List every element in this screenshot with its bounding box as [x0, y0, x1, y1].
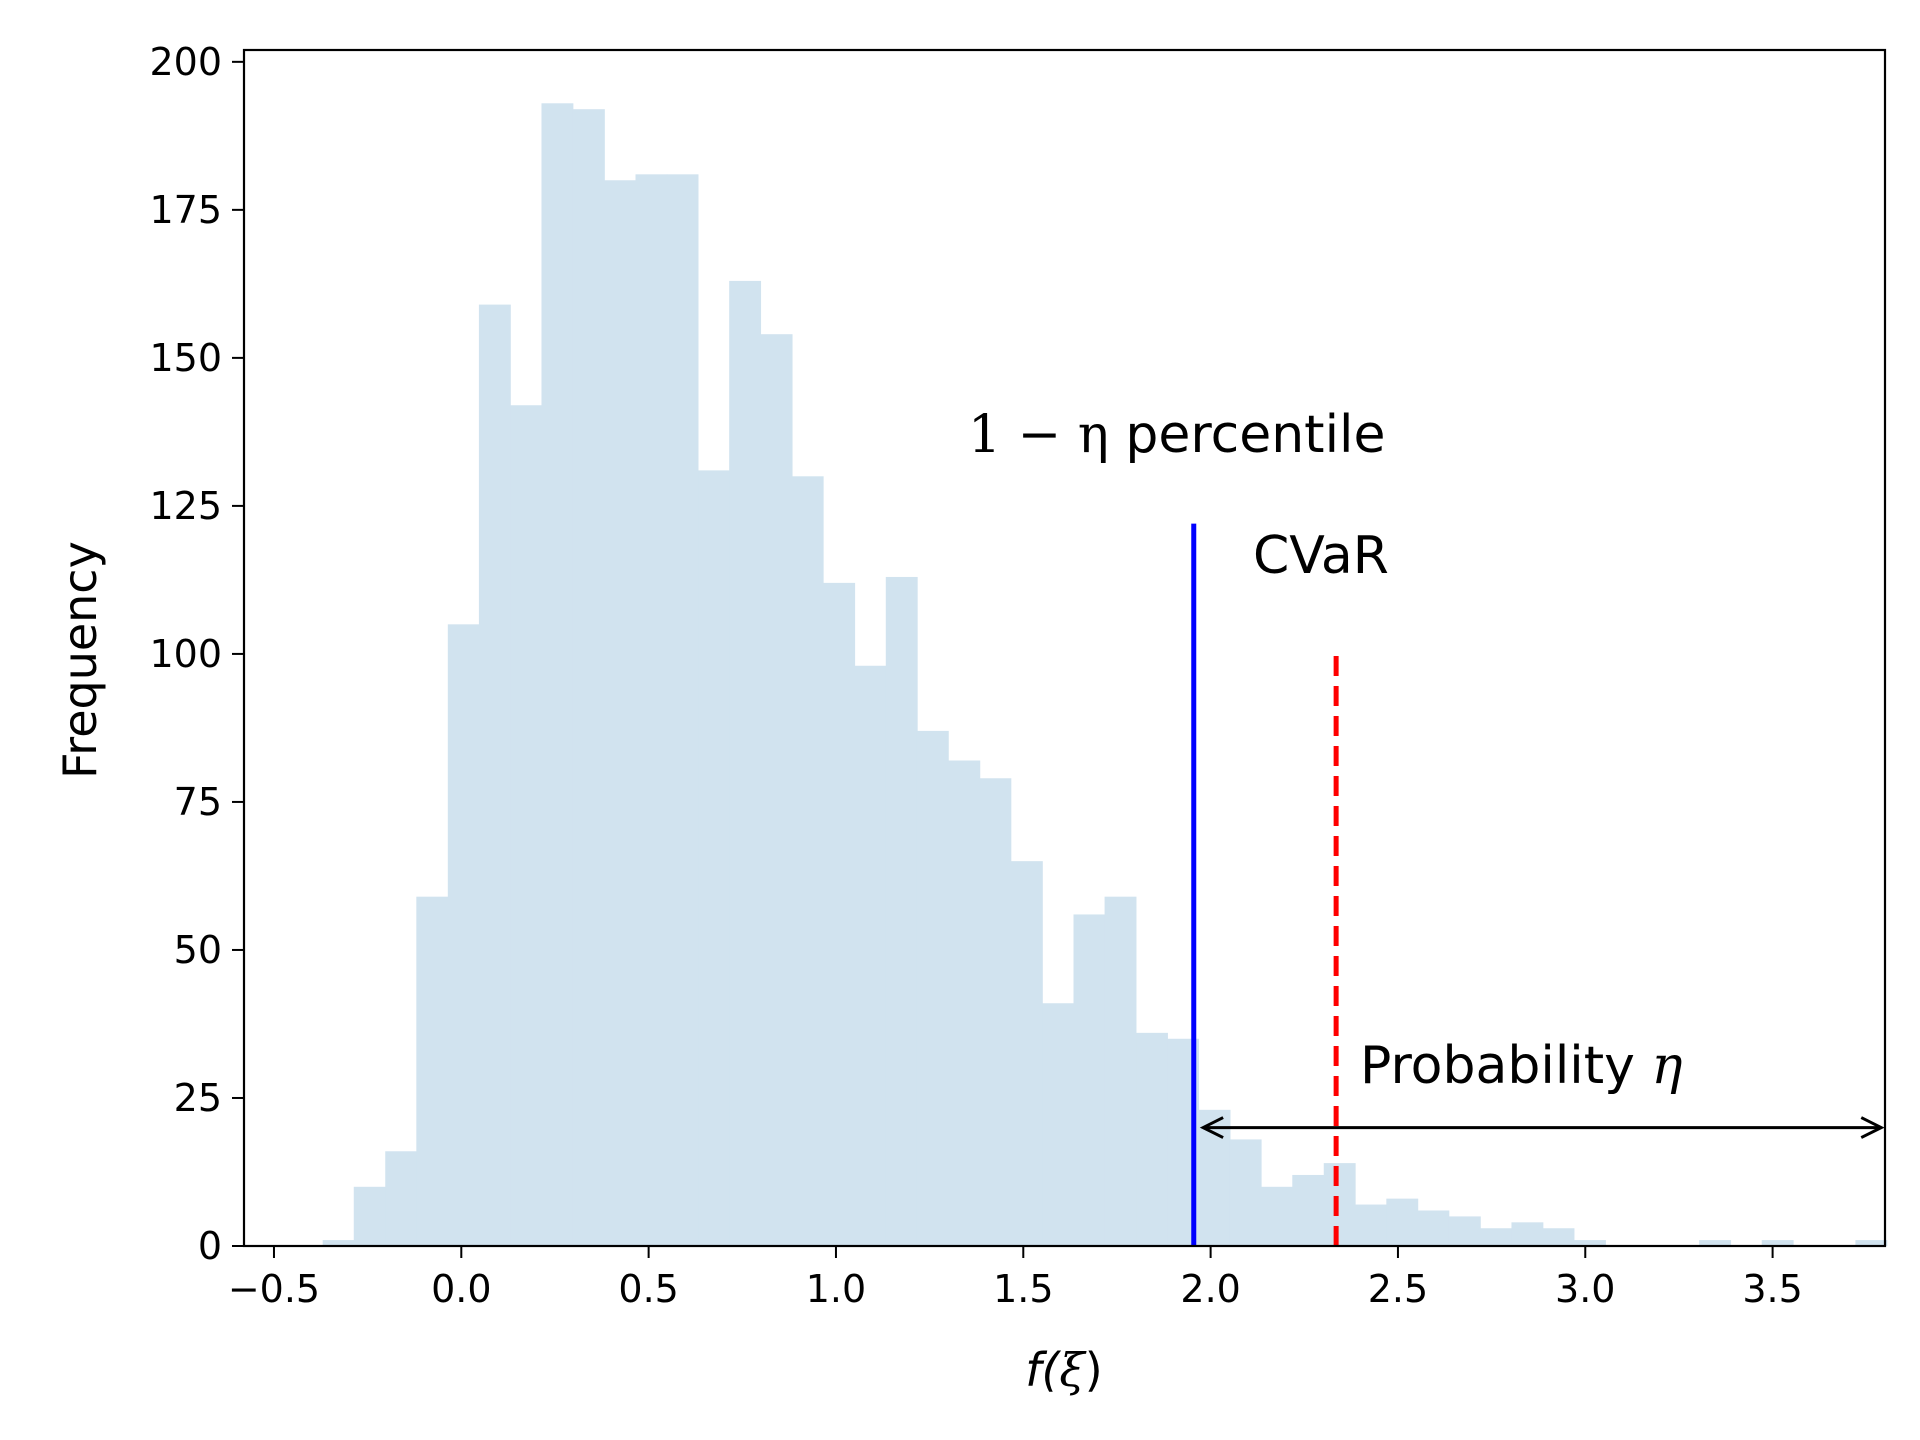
y-tick-label: 25 [174, 1076, 222, 1120]
percentile-annotation: 1 − η percentile [968, 405, 1385, 465]
y-tick-label: 150 [149, 336, 222, 380]
x-axis-label: f(ξ) [1025, 1343, 1102, 1397]
x-tick-label: 1.5 [993, 1267, 1053, 1311]
histogram-bar [353, 1186, 386, 1246]
x-tick-label: −0.5 [228, 1267, 320, 1311]
y-axis-label: Frequency [53, 541, 107, 779]
histogram-bar [1855, 1240, 1888, 1246]
histogram-bar [541, 103, 574, 1247]
histogram-bar [729, 280, 762, 1246]
histogram-bar [1417, 1210, 1450, 1246]
plot-frame [242, 48, 1887, 1248]
histogram-bar [854, 665, 887, 1246]
x-axis-ticks: −0.5 0.0 0.5 1.0 1.5 2.0 2.5 3.0 3.5 [228, 1246, 1803, 1311]
histogram-bar [1386, 1198, 1419, 1246]
histogram-bar [1761, 1240, 1794, 1246]
histogram-bar [478, 304, 511, 1246]
histogram-bar [416, 896, 449, 1246]
cvar-annotation: CVaR [1253, 526, 1389, 586]
histogram-bar [1261, 1186, 1294, 1246]
y-tick-label: 100 [149, 632, 222, 676]
histogram-bar [823, 582, 856, 1246]
histogram-bar [760, 334, 793, 1247]
histogram-bar [447, 624, 480, 1246]
x-tick-label: 0.0 [431, 1267, 491, 1311]
histogram-bar [916, 730, 949, 1246]
histogram-bar [1448, 1216, 1481, 1246]
y-tick-label: 75 [174, 780, 222, 824]
histogram-bar [1479, 1228, 1512, 1246]
histogram-bar [1104, 896, 1137, 1246]
histogram-bar [791, 476, 824, 1247]
histogram-bar [1574, 1240, 1606, 1246]
histogram-bar [948, 760, 981, 1246]
histogram-bar [979, 778, 1012, 1246]
x-tick-label: 0.5 [618, 1267, 678, 1311]
histogram-bar [1042, 1003, 1074, 1246]
histogram-bar [1699, 1240, 1732, 1246]
y-tick-label: 200 [149, 40, 222, 84]
x-tick-label: 2.5 [1368, 1267, 1428, 1311]
x-tick-label: 2.0 [1180, 1267, 1240, 1311]
histogram-bars [322, 103, 1888, 1247]
histogram-bar [1136, 1032, 1168, 1246]
x-tick-label: 3.0 [1555, 1267, 1615, 1311]
y-tick-label: 175 [149, 188, 222, 232]
histogram-bar [698, 470, 730, 1247]
histogram-bar [510, 405, 543, 1246]
y-axis-ticks: 0 25 50 75 100 125 150 175 200 [149, 40, 244, 1268]
histogram-bar [1073, 914, 1106, 1246]
histogram-bar [1292, 1174, 1325, 1246]
histogram-bar [604, 180, 636, 1246]
histogram-bar [635, 174, 668, 1246]
histogram-bar [1542, 1228, 1575, 1246]
y-tick-label: 50 [174, 928, 222, 972]
histogram-bar [322, 1240, 355, 1246]
histogram-bar [1323, 1163, 1356, 1246]
histogram-bar [1198, 1109, 1231, 1246]
probability-annotation: Probability η [1360, 1036, 1683, 1096]
histogram-bar [385, 1151, 418, 1246]
histogram-bar [1229, 1139, 1262, 1246]
histogram-bar [666, 174, 699, 1246]
histogram-bar [572, 109, 605, 1247]
histogram-bar [1354, 1204, 1387, 1246]
x-tick-label: 1.0 [806, 1267, 866, 1311]
histogram-bar [885, 576, 918, 1246]
probability-arrow [1199, 1116, 1885, 1139]
histogram-bar [1010, 861, 1043, 1246]
histogram-bar [1511, 1222, 1544, 1246]
y-tick-label: 0 [198, 1224, 222, 1268]
arrow-head-left [1199, 1116, 1224, 1139]
x-tick-label: 3.5 [1742, 1267, 1802, 1311]
arrow-head-right [1860, 1116, 1885, 1139]
y-tick-label: 125 [149, 484, 222, 528]
